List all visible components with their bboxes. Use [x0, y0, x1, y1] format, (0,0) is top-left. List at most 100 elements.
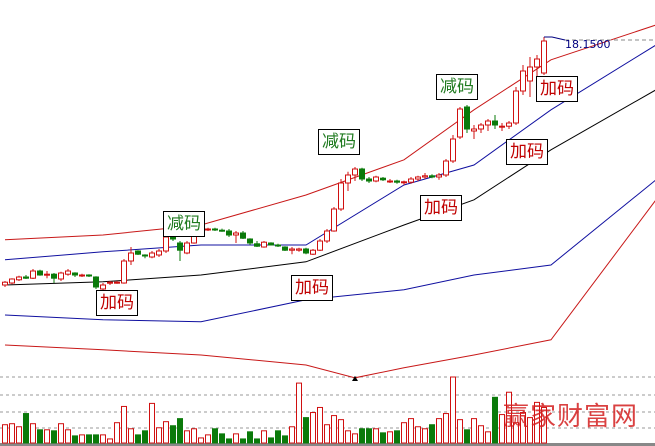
volume-bar-up	[527, 417, 533, 444]
candle-up	[415, 176, 421, 180]
volume-bar-down	[219, 433, 225, 444]
candle-down	[254, 243, 260, 247]
volume-bar-up	[443, 413, 449, 444]
add-position-label-2: 加码	[291, 275, 333, 301]
candle-down	[142, 254, 148, 257]
volume-bar-down	[268, 437, 274, 444]
volume-bar-down	[275, 430, 281, 444]
candle-up	[485, 120, 491, 126]
candle-down	[226, 230, 232, 236]
volume-bar-down	[135, 434, 141, 444]
candle-up	[44, 273, 50, 276]
candle-up	[128, 252, 134, 262]
volume-bar-up	[499, 414, 505, 444]
volume-bar-up	[534, 401, 540, 444]
volume-bar-down	[240, 438, 246, 444]
volume-bar-up	[114, 422, 120, 444]
last-price-label: 18.1500	[565, 38, 611, 51]
volume-bar-down	[429, 424, 435, 444]
volume-bar-down	[394, 430, 400, 444]
candle-down	[135, 250, 141, 255]
volume-bar-down	[212, 428, 218, 444]
candle-up	[422, 175, 428, 178]
candle-up	[149, 252, 155, 258]
volume-bar-up	[233, 433, 239, 444]
volume-bar-up	[30, 423, 36, 444]
volume-bar-down	[359, 428, 365, 444]
add-position-label-1: 加码	[96, 290, 138, 316]
volume-bar-up	[436, 418, 442, 444]
candle-up	[408, 178, 414, 183]
candle-up	[387, 180, 393, 183]
candle-down	[177, 242, 183, 251]
candle-up	[373, 176, 379, 182]
candle-down	[394, 180, 400, 183]
candle-up	[352, 168, 358, 176]
candle-down	[380, 177, 386, 181]
volume-bar-down	[177, 418, 183, 444]
volume-bar-up	[478, 425, 484, 444]
candle-up	[310, 249, 316, 255]
volume-bar-up	[338, 419, 344, 444]
candle-up	[205, 228, 211, 231]
volume-bar-up	[163, 421, 169, 444]
candle-up	[478, 124, 484, 130]
candle-down	[303, 248, 309, 254]
volume-bar-down	[254, 438, 260, 444]
candle-up	[156, 250, 162, 256]
volume-bar-down	[282, 435, 288, 444]
candle-down	[282, 246, 288, 251]
volume-bar-up	[156, 427, 162, 444]
low-marker-icon	[352, 376, 358, 381]
candle-up	[345, 174, 351, 184]
candle-down	[23, 276, 29, 279]
volume-bar-up	[401, 422, 407, 444]
candle-up	[100, 284, 106, 290]
volume-bar-up	[128, 428, 134, 444]
candle-down	[492, 120, 498, 126]
volume-bar-up	[2, 424, 8, 444]
volume-bar-up	[191, 428, 197, 444]
last-price-pointer	[544, 36, 566, 41]
candle-up	[289, 248, 295, 251]
candle-up	[401, 181, 407, 184]
volume-bar-down	[464, 429, 470, 444]
candle-up	[506, 122, 512, 127]
candle-down	[37, 270, 43, 276]
volume-bar-down	[492, 396, 498, 444]
volume-bar-up	[205, 434, 211, 444]
volume-bar-down	[366, 428, 372, 444]
candle-up	[317, 240, 323, 251]
volume-bar-up	[65, 429, 71, 444]
candle-up	[520, 70, 526, 92]
volume-bar-up	[289, 426, 295, 444]
candle-up	[457, 108, 463, 138]
candle-up	[338, 182, 344, 210]
volume-bar-down	[303, 417, 309, 444]
candle-up	[107, 281, 113, 284]
volume-bar-down	[247, 431, 253, 444]
candle-up	[184, 242, 190, 254]
candle-up	[436, 174, 442, 178]
candle-down	[366, 178, 372, 182]
watermark: 赢家财富网	[503, 402, 639, 432]
candle-down	[429, 175, 435, 178]
volume-bar-up	[408, 418, 414, 444]
candle-up	[261, 241, 267, 248]
volume-bar-down	[142, 430, 148, 444]
candle-down	[464, 106, 470, 130]
candle-up	[30, 270, 36, 279]
add-position-label-4: 加码	[506, 139, 548, 165]
volume-bar-up	[415, 426, 421, 444]
candle-up	[296, 248, 302, 251]
volume-bar-up	[541, 406, 547, 444]
volume-bar-up	[184, 430, 190, 444]
candle-down	[219, 229, 225, 232]
volume-bar-down	[226, 438, 232, 444]
cut-position-label-1: 减码	[163, 211, 205, 237]
volume-bar-up	[373, 428, 379, 444]
volume-bar-down	[37, 429, 43, 444]
candle-up	[2, 281, 8, 286]
candle-up	[331, 208, 337, 232]
